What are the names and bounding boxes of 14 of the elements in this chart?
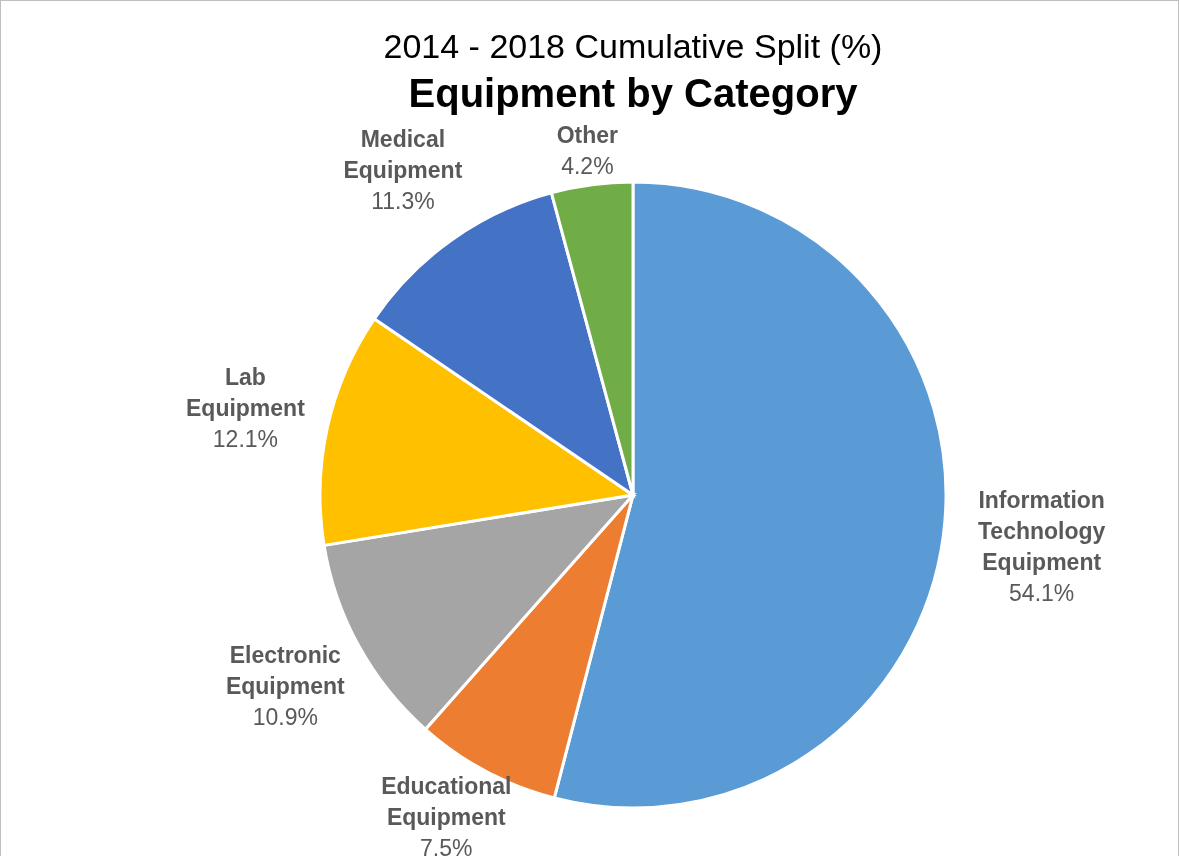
slice-label: Electronic Equipment [225,641,346,699]
slice-label: Medical Equipment [343,126,463,184]
data-label: 54.1% [1009,579,1075,606]
slice-label: Information Technology Equipment [978,486,1106,575]
slice-label: Educational Equipment [381,773,512,830]
data-label: 10.9% [252,703,318,730]
slice-label: Other [556,121,619,148]
chart-subtitle: 2014 - 2018 Cumulative Split (%) [382,27,884,66]
data-label: 4.2% [561,152,614,179]
data-label: 12.1% [212,426,279,453]
data-label: 7.5% [420,835,473,857]
chart-title: Equipment by Category [407,71,859,116]
data-label: 11.3% [371,188,435,215]
slice-label: Lab Equipment [185,364,306,422]
